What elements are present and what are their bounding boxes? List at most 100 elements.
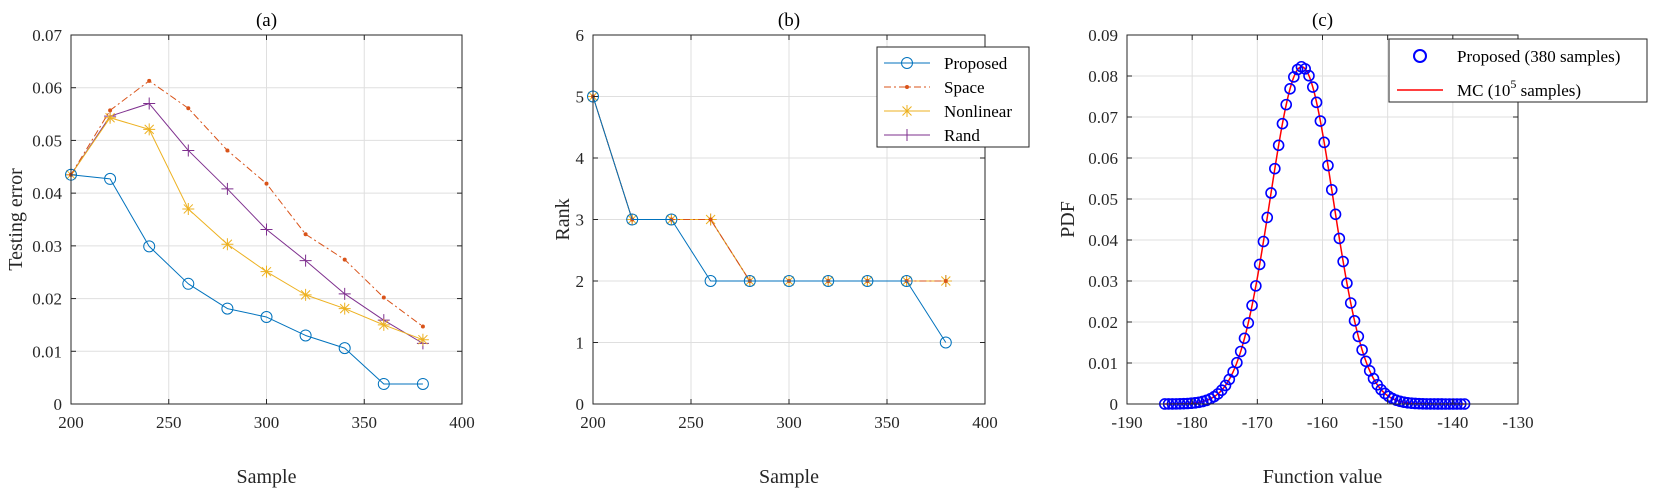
chart-c-series-proposed-point: [1261, 211, 1274, 224]
chart-c-series-proposed-point: [1257, 235, 1270, 248]
chart-a-series-rand-line: [70, 103, 424, 344]
chart-c-series-proposed-point: [1272, 139, 1285, 152]
legend-entry-mc: MC (105 samples): [1397, 77, 1581, 100]
chart-c-title: (c): [1312, 10, 1333, 31]
legend-label-mc-exponent: 5: [1510, 77, 1516, 91]
chart-b-series-space-point: [943, 279, 948, 283]
chart-a-series-proposed-point: [182, 277, 195, 290]
chart-c-series-proposed-point: [1284, 83, 1296, 95]
chart-c-xtick-label: -190: [1111, 413, 1142, 432]
chart-b-ytick-label: 4: [576, 149, 585, 168]
chart-a-ytick-label: 0.03: [32, 237, 62, 256]
chart-c-series-proposed-point: [1325, 183, 1338, 196]
chart-c-series-proposed-point: [1185, 397, 1198, 410]
chart-a-series-nonlinear-point: [299, 288, 312, 301]
chart-c-xtick-label: -150: [1372, 413, 1403, 432]
chart-b-ytick-label: 2: [576, 272, 585, 291]
chart-a-title: (a): [256, 10, 277, 31]
chart-b-legend: Proposed Space Nonlinear Rand: [876, 46, 1030, 148]
chart-c-series-proposed-point: [1231, 356, 1243, 369]
chart-c-xtick-label: -160: [1307, 413, 1338, 432]
chart-c-ylabel: PDF: [1057, 201, 1079, 238]
chart-a-ytick-label: 0.05: [32, 131, 62, 150]
chart-a-series-space-point: [264, 181, 269, 186]
chart-c-series-proposed-point: [1253, 258, 1266, 271]
chart-c-ytick-label: 0.02: [1088, 313, 1118, 332]
chart-c-series: [1158, 60, 1471, 410]
chart-a-series-proposed-point: [377, 377, 390, 390]
legend-label-mc-suffix: samples): [1516, 81, 1581, 100]
chart-b-xlabel: Sample: [759, 466, 819, 488]
legend-label-nonlinear: Nonlinear: [944, 102, 1012, 121]
chart-a-series: [65, 78, 429, 390]
chart-c-series-proposed-point: [1306, 81, 1319, 93]
legend-entry-rand: Rand: [884, 126, 980, 145]
chart-c-series-proposed-point: [1409, 397, 1422, 410]
chart-b-series-proposed-point: [665, 213, 678, 226]
legend-marker-space: [905, 85, 909, 89]
chart-a-xtick-label: 250: [156, 413, 182, 432]
legend-label-proposed: Proposed: [944, 54, 1008, 73]
chart-a-series-space-point: [381, 295, 386, 300]
legend-label-space: Space: [944, 78, 985, 97]
chart-a-series-nonlinear-point: [221, 238, 234, 251]
chart-c-ytick-label: 0.01: [1088, 354, 1118, 373]
chart-b-ylabel: Rank: [552, 198, 574, 240]
chart-a-series-rand-point: [299, 254, 312, 267]
legend-label-rand: Rand: [944, 126, 980, 145]
chart-c-ytick-label: 0.08: [1088, 67, 1118, 86]
chart-c-ytick-label: 0.05: [1088, 190, 1118, 209]
chart-a-series-space-point: [420, 324, 425, 329]
chart-c-series-proposed-point: [1375, 383, 1387, 396]
chart-a-series-space-point: [225, 148, 230, 153]
chart-a-series-rand-point: [182, 144, 195, 157]
chart-b-series-proposed-point: [939, 336, 952, 349]
chart-a: 200 250 300 350 400 0 0.01 0.02 0.03 0.04 0.05 0.06…: [5, 10, 475, 488]
chart-a-xtick-label: 200: [58, 413, 84, 432]
chart-c-series-proposed-point: [1250, 280, 1262, 292]
chart-a-xtick-label: 400: [449, 413, 475, 432]
chart-a-series-nonlinear-point: [143, 123, 156, 136]
chart-b-xtick-label: 200: [580, 413, 606, 432]
chart-a-grid: [70, 34, 463, 405]
chart-c-legend-box: [1388, 38, 1648, 103]
chart-b-ytick-label: 0: [576, 395, 585, 414]
chart-c-series-proposed-point: [1356, 344, 1368, 356]
chart-a-series-proposed-point: [260, 311, 273, 324]
legend-label-proposed-380: Proposed (380 samples): [1457, 47, 1620, 66]
chart-b: 200 250 300 350 400 0 1 2 3 4 5 6 (b) Sample Rank P…: [552, 10, 1030, 488]
chart-c-ytick-label: 0.03: [1088, 272, 1118, 291]
chart-b-series-proposed-point: [861, 275, 874, 287]
chart-a-xlabel: Sample: [237, 466, 297, 488]
legend-label-mc-prefix: MC (10: [1457, 81, 1510, 100]
chart-a-series-proposed-point: [299, 329, 312, 342]
legend-label-mc: MC (105 samples): [1457, 77, 1581, 100]
chart-b-ytick-label: 6: [576, 26, 585, 45]
legend-entry-nonlinear: Nonlinear: [884, 102, 1012, 121]
chart-b-series: [587, 90, 952, 349]
chart-b-title: (b): [778, 10, 800, 31]
chart-a-series-proposed-point: [416, 377, 429, 390]
chart-a-xtick-label: 300: [254, 413, 280, 432]
chart-b-series-space-point: [708, 217, 713, 222]
chart-a-xtick-label: 350: [352, 413, 378, 432]
chart-b-xtick-label: 350: [874, 413, 900, 432]
chart-a-series-space-line: [70, 80, 424, 327]
chart-c-series-proposed-point: [1265, 187, 1277, 199]
chart-c-ticks: -190 -180 -170 -160 -150 -140 -130 0 0.01 0.02 0.0…: [1088, 26, 1533, 432]
chart-a-series-space-point: [147, 78, 152, 83]
chart-c-series-proposed-point: [1341, 277, 1353, 289]
chart-a-series-rand-point: [221, 182, 234, 195]
chart-a-series-nonlinear-line: [70, 117, 424, 341]
chart-c-series-proposed-point: [1367, 372, 1380, 385]
chart-c-series-proposed-point: [1405, 397, 1418, 409]
chart-a-series-nonlinear-point: [182, 202, 195, 215]
chart-b-ytick-label: 3: [576, 211, 585, 230]
chart-b-series-proposed-line: [592, 96, 947, 343]
chart-a-ytick-label: 0: [54, 395, 63, 414]
chart-c-ytick-label: 0.09: [1088, 26, 1118, 45]
chart-a-ylabel: Testing error: [5, 168, 27, 271]
chart-c-series-proposed-point: [1329, 208, 1342, 221]
legend-entry-proposed-380: Proposed (380 samples): [1413, 47, 1620, 66]
chart-c-series-proposed-point: [1322, 159, 1334, 172]
